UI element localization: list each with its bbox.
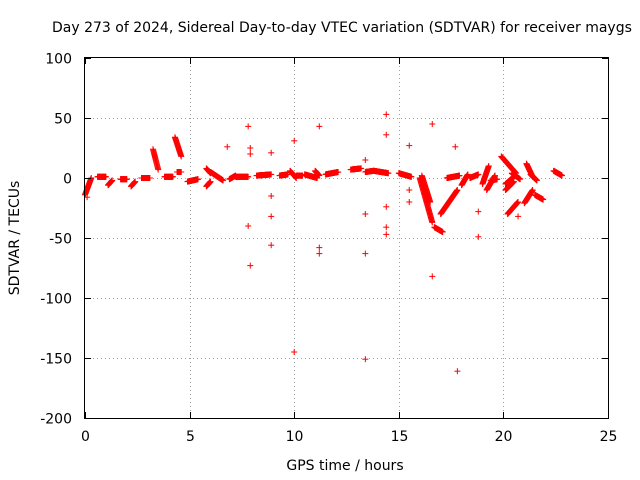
x-tick-label: 25 — [600, 429, 618, 445]
y-tick-label: 0 — [63, 172, 72, 188]
data-point — [362, 211, 369, 217]
data-point — [123, 176, 130, 183]
data-point — [406, 187, 413, 193]
data-point — [464, 171, 471, 178]
x-tick-labels: 0 5 10 15 20 25 — [81, 429, 617, 445]
data-point — [358, 165, 365, 172]
data-point — [362, 356, 369, 363]
y-tick-label: -50 — [49, 232, 72, 248]
data-point — [291, 137, 298, 144]
data-point — [245, 123, 252, 130]
data-point — [169, 173, 176, 180]
data-point — [475, 233, 482, 240]
data-point — [439, 229, 446, 235]
data-point — [515, 213, 522, 220]
data-point — [268, 213, 275, 220]
data-point — [454, 187, 461, 193]
grid-layer — [85, 58, 608, 418]
data-point — [454, 368, 461, 375]
x-tick-label: 0 — [81, 429, 90, 445]
data-point — [362, 157, 369, 163]
x-axis-label: GPS time / hours — [286, 458, 403, 474]
data-point — [178, 169, 185, 175]
data-point — [383, 111, 390, 118]
data-point — [335, 169, 342, 175]
data-point — [475, 171, 482, 178]
data-point — [383, 203, 390, 210]
y-tick-label: -200 — [40, 412, 72, 428]
y-tick-labels: -200 -150 -100 -50 0 50 100 — [40, 52, 72, 428]
data-point — [268, 193, 275, 199]
data-point — [316, 250, 323, 257]
data-point — [268, 171, 275, 178]
data-point — [383, 131, 390, 138]
x-tick-label: 20 — [495, 429, 513, 445]
data-point — [429, 273, 436, 280]
x-tick-label: 10 — [286, 429, 304, 445]
data-point — [362, 250, 369, 257]
data-point — [247, 262, 254, 269]
data-point — [427, 199, 434, 205]
data-point — [247, 145, 254, 151]
x-tick-label: 5 — [186, 429, 195, 445]
data-point — [224, 143, 231, 150]
data-point — [220, 177, 227, 184]
data-point — [245, 223, 252, 229]
y-tick-label: -150 — [40, 352, 72, 368]
data-point — [316, 172, 323, 179]
data-point — [494, 176, 501, 183]
data-point — [429, 219, 436, 226]
data-point — [109, 177, 116, 184]
data-point — [408, 173, 415, 180]
data-point — [385, 170, 392, 177]
data-point — [194, 176, 201, 183]
y-tick-label: 100 — [45, 52, 72, 68]
data-point — [316, 244, 323, 251]
data-point — [245, 173, 252, 180]
y-tick-label: -100 — [40, 292, 72, 308]
data-point — [146, 175, 153, 181]
x-tick-label: 15 — [391, 429, 409, 445]
chart-title: Day 273 of 2024, Sidereal Day-to-day VTE… — [52, 20, 632, 36]
data-point — [178, 153, 185, 160]
y-tick-label: 50 — [54, 112, 72, 128]
data-point — [155, 166, 162, 173]
data-point — [383, 224, 390, 231]
data-point — [102, 173, 109, 180]
data-points — [82, 111, 565, 375]
data-point — [456, 172, 463, 179]
data-point — [207, 178, 214, 185]
data-point — [429, 121, 436, 127]
data-point — [316, 123, 323, 130]
data-point — [485, 163, 492, 169]
y-axis-label: SDTVAR / TECUs — [7, 181, 23, 296]
data-point — [475, 208, 482, 215]
data-point — [291, 349, 298, 355]
data-point — [452, 143, 459, 150]
data-point — [383, 231, 390, 238]
data-point — [406, 142, 413, 149]
data-point — [247, 151, 254, 157]
data-point — [268, 149, 275, 156]
data-point — [132, 178, 139, 185]
data-point — [406, 199, 413, 205]
data-point — [268, 242, 275, 249]
